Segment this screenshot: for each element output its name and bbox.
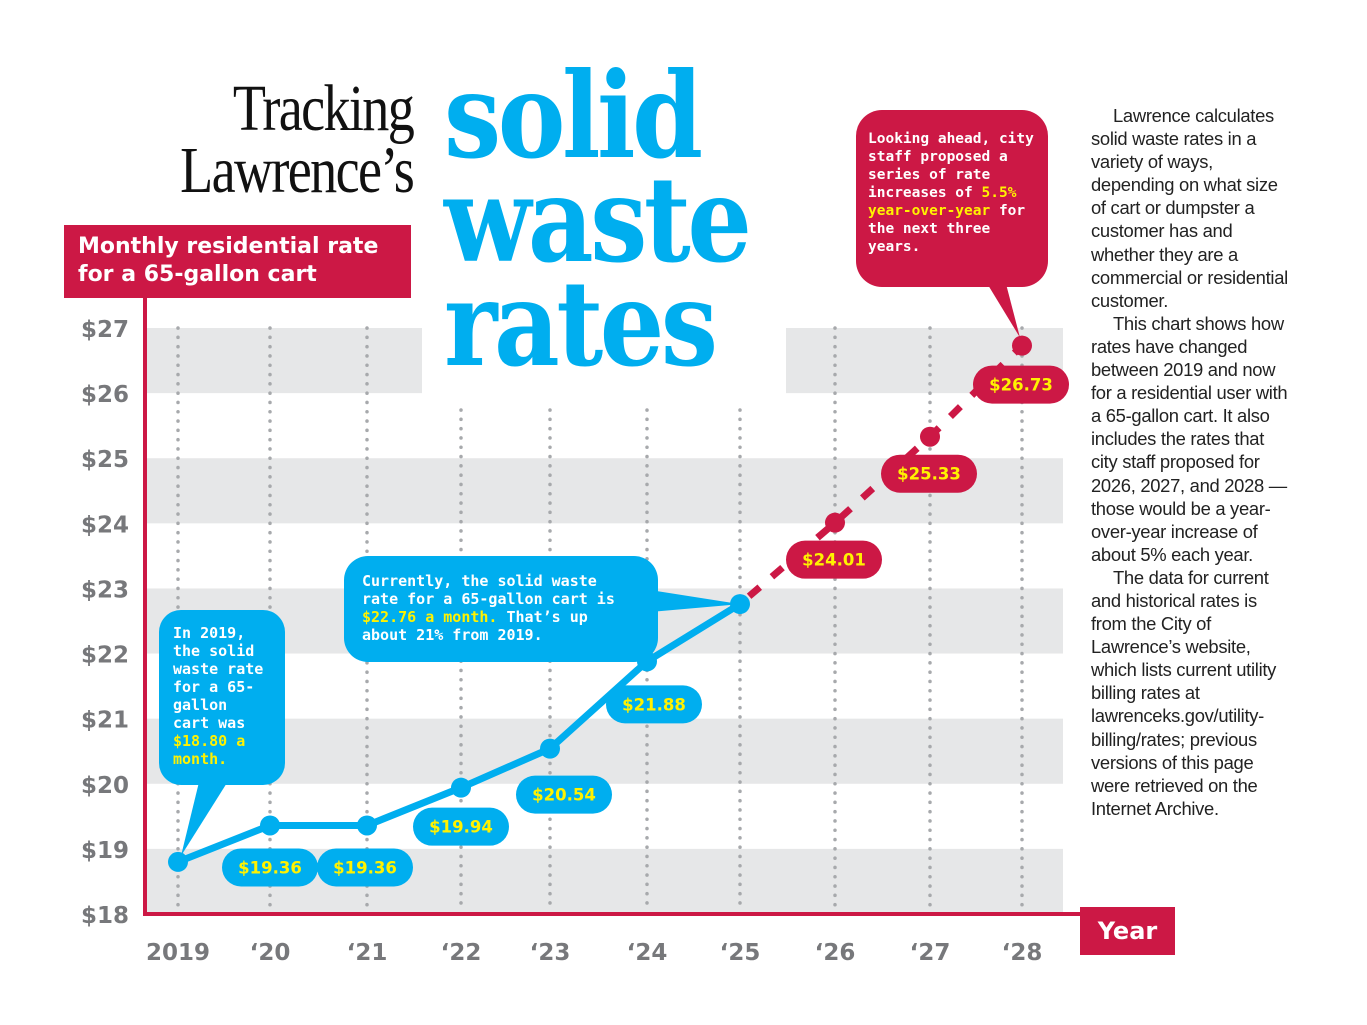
y-axis-title-line1: Monthly residential rate [78,234,379,259]
value-label-text: $19.36 [333,858,397,877]
body-paragraph-2: This chart shows how rates have changed … [1091,312,1288,565]
value-label: $25.33 [881,454,977,493]
x-axis-title: Year [1080,907,1175,955]
body-paragraph-1: Lawrence calculates solid waste rates in… [1091,105,1288,311]
x-tick-label: ‘22 [441,940,482,966]
value-label-bg [516,775,612,814]
value-label-text: $19.94 [429,818,493,837]
value-label-bg [413,807,509,846]
y-tick-label: $27 [81,317,129,343]
value-label: $21.88 [606,685,702,724]
value-label-text: $26.73 [989,376,1053,395]
callout-proposed-highlight: 5.5% year-over-year [868,185,1017,219]
y-tick-label: $22 [81,643,129,669]
value-label-bg [222,848,318,887]
y-tick-label: $18 [81,903,129,929]
historical-point [260,815,280,836]
callout-2025-text-after: That’s up about 21% from 2019. [362,608,588,644]
value-label-bg [973,365,1069,404]
headline-line1: Tracking [232,72,415,145]
y-tick-label: $19 [81,838,129,864]
x-tick-label: ‘26 [815,940,856,966]
x-tick-label: ‘21 [347,940,388,966]
value-label: $26.73 [973,365,1069,404]
historical-point [168,851,188,872]
y-tick-label: $23 [81,577,129,603]
callout-2019-tail [181,778,230,856]
callout-2025: Currently, the solid waste rate for a 65… [344,556,658,662]
y-tick-label: $26 [81,382,129,408]
proposed-point [920,426,940,447]
value-label-text: $20.54 [532,786,596,805]
x-tick-label: ‘28 [1002,940,1043,966]
value-labels: $19.36 $19.36 $19.94 $20.54 $21.88 $24.01 $25.… [222,365,1069,887]
value-label-bg [786,540,882,579]
headline-blue-line1: solid [444,46,703,185]
y-tick-label: $21 [81,708,129,734]
x-tick-label: ‘25 [720,940,761,966]
value-label-text: $21.88 [622,695,686,714]
y-axis-title: Monthly residential rate for a 65-gallon… [64,225,411,298]
axes [143,298,1100,916]
value-label: $19.94 [413,807,509,846]
callout-2019-highlight: $18.80 a month. [173,732,246,768]
historical-point [451,777,471,798]
callout-2025-tail [650,590,740,612]
value-label-text: $24.01 [802,551,866,570]
value-label-bg [881,454,977,493]
value-label: $20.54 [516,775,612,814]
callout-proposed-text: Looking ahead, city staff proposed a ser… [868,131,1034,201]
proposed-point [1012,335,1032,356]
historical-point [357,815,377,836]
article-body: Lawrence calculates solid waste rates in… [1091,104,1291,820]
proposed-point [825,512,845,533]
value-label: $19.36 [317,848,413,887]
x-tick-label: ‘20 [250,940,291,966]
value-label: $19.36 [222,848,318,887]
x-tick-label: ‘23 [530,940,571,966]
callout-proposed: Looking ahead, city staff proposed a ser… [856,110,1048,287]
y-tick-label: $20 [81,773,129,799]
y-tick-label: $24 [81,512,129,538]
headline-blue-line2: waste [444,150,752,289]
historical-point [540,738,560,759]
y-tick-label: $25 [81,447,129,473]
callout-2019-text: In 2019, the solid waste rate for a 65-g… [173,624,264,732]
callout-proposed-text-after: for the next three years. [868,203,1026,255]
headline-blue: solid waste rates [444,46,752,393]
body-paragraph-3: The data for current and historical rate… [1091,566,1277,819]
x-tick-label: ‘27 [910,940,951,966]
value-label-text: $25.33 [897,465,961,484]
callout-2025-text: Currently, the solid waste rate for a 65… [362,572,615,608]
value-label-bg [317,848,413,887]
x-tick-labels: 2019 ‘20 ‘21 ‘22 ‘23 ‘24 ‘25 ‘26 ‘27 ‘28 [146,940,1042,966]
headline-black: Tracking Lawrence’s [179,72,415,207]
grid-band [147,328,422,394]
value-label-text: $19.36 [238,858,302,877]
callout-pointers [181,280,1020,856]
value-label-bg [606,685,702,724]
y-axis-title-line2: for a 65-gallon cart [78,262,317,287]
callout-2019: In 2019, the solid waste rate for a 65-g… [159,610,285,785]
callout-proposed-tail [985,280,1020,338]
headline-line2: Lawrence’s [179,134,415,207]
y-tick-labels: $18 $19 $20 $21 $22 $23 $24 $25 $26 $27 [81,317,129,929]
grid-band [147,718,1063,784]
x-tick-label: ‘24 [627,940,668,966]
headline-blue-line3: rates [444,254,718,393]
x-tick-label: 2019 [146,940,210,966]
callout-2025-highlight: $22.76 a month. [362,608,498,626]
value-label: $24.01 [786,540,882,579]
